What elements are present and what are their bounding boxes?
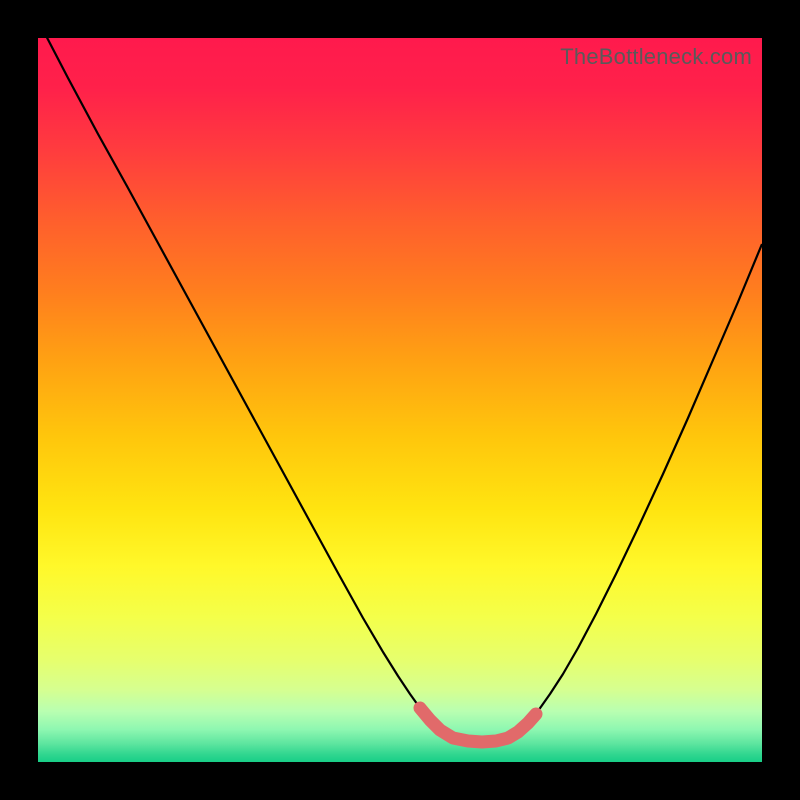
bottleneck-chart (38, 38, 762, 762)
watermark-text: TheBottleneck.com (560, 44, 752, 70)
